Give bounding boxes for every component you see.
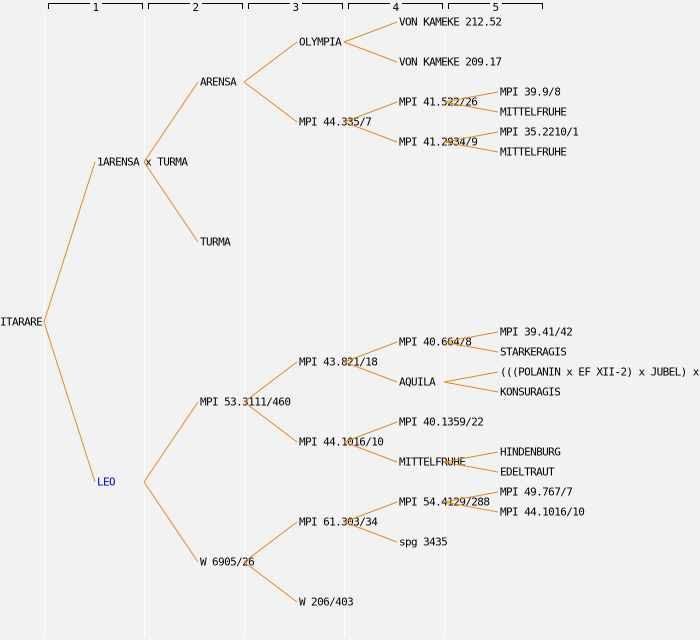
tree-node-mpi-44-1016-10[interactable]: MPI 44.1016/10 (299, 435, 384, 449)
tree-node-mpi-35-2210-1[interactable]: MPI 35.2210/1 (500, 125, 579, 139)
column-separator (44, 12, 45, 637)
generation-number: 2 (189, 1, 202, 14)
pedigree-edge (43, 321, 96, 483)
generation-bracket: 2 (148, 1, 243, 14)
tree-node-mpi-44-335-7[interactable]: MPI 44.335/7 (299, 115, 372, 129)
generation-number: 3 (289, 1, 302, 14)
tree-node-hindenburg[interactable]: HINDENBURG (500, 445, 561, 459)
tree-node-arensa[interactable]: ARENSA (200, 75, 237, 89)
tree-node-mpi-41-522-26[interactable]: MPI 41.522/26 (399, 95, 478, 109)
tree-node-arensa-x-turma[interactable]: 1ARENSA x TURMA (97, 155, 188, 169)
tree-node-polanin-cross[interactable]: (((POLANIN x EF XII-2) x JUBEL) x (500, 365, 699, 379)
column-separator (144, 12, 145, 637)
tree-node-spg-3435[interactable]: spg 3435 (399, 535, 448, 549)
tree-node-w-206-403[interactable]: W 206/403 (299, 595, 354, 609)
column-separator (344, 12, 345, 637)
tree-node-mpi-54-4129-288[interactable]: MPI 54.4129/288 (399, 495, 490, 509)
tree-node-turma[interactable]: TURMA (200, 235, 231, 249)
tree-node-edeltraut[interactable]: EDELTRAUT (500, 465, 555, 479)
tree-node-mpi-44-1016-10-b[interactable]: MPI 44.1016/10 (500, 505, 585, 519)
tree-node-mpi-40-664-8[interactable]: MPI 40.664/8 (399, 335, 472, 349)
pedigree-edge (143, 161, 199, 243)
tree-node-w-6905-26[interactable]: W 6905/26 (200, 555, 255, 569)
tree-node-mpi-53-3111-460[interactable]: MPI 53.3111/460 (200, 395, 291, 409)
tree-node-itarare[interactable]: ITARARE (0, 315, 43, 329)
generation-number: 5 (489, 1, 502, 14)
column-separator (244, 12, 245, 637)
tree-node-mpi-49-767-7[interactable]: MPI 49.767/7 (500, 485, 573, 499)
tree-node-olympia[interactable]: OLYMPIA (299, 35, 342, 49)
pedigree-edge (243, 41, 298, 83)
generation-bracket: 5 (448, 1, 543, 14)
column-separator (444, 12, 445, 637)
tree-node-mpi-41-2934-9[interactable]: MPI 41.2934/9 (399, 135, 478, 149)
tree-node-mpi-40-1359-22[interactable]: MPI 40.1359/22 (399, 415, 484, 429)
tree-node-aquila[interactable]: AQUILA (399, 375, 436, 389)
tree-node-leo[interactable]: LEO (97, 475, 116, 489)
generation-bracket: 3 (248, 1, 343, 14)
tree-node-starkeragis[interactable]: STARKERAGIS (500, 345, 567, 359)
tree-node-mittelfruhe-b[interactable]: MITTELFRUHE (500, 145, 567, 159)
tree-node-mittelfruhe-c[interactable]: MITTELFRUHE (399, 455, 466, 469)
pedigree-edge (143, 81, 199, 163)
pedigree-edge (243, 81, 298, 123)
tree-node-mittelfruhe-a[interactable]: MITTELFRUHE (500, 105, 567, 119)
generation-number: 1 (89, 1, 102, 14)
tree-node-von-kameke-209-17[interactable]: VON KAMEKE 209.17 (399, 55, 502, 69)
pedigree-edge (443, 371, 499, 383)
tree-node-mpi-43-821-18[interactable]: MPI 43.821/18 (299, 355, 378, 369)
tree-node-konsuragis[interactable]: KONSURAGIS (500, 385, 561, 399)
tree-node-mpi-61-303-34[interactable]: MPI 61.303/34 (299, 515, 378, 529)
pedigree-edge (343, 41, 398, 63)
pedigree-edge (443, 381, 499, 393)
tree-node-mpi-39-9-8[interactable]: MPI 39.9/8 (500, 85, 561, 99)
pedigree-edge (143, 481, 199, 563)
pedigree-edge (143, 401, 199, 483)
tree-node-von-kameke-212-52[interactable]: VON KAMEKE 212.52 (399, 15, 502, 29)
pedigree-edge (343, 21, 398, 43)
tree-node-mpi-39-41-42[interactable]: MPI 39.41/42 (500, 325, 573, 339)
generation-bracket: 4 (348, 1, 443, 14)
generation-number: 4 (389, 1, 402, 14)
pedigree-edge (43, 161, 96, 323)
generation-bracket: 1 (48, 1, 143, 14)
